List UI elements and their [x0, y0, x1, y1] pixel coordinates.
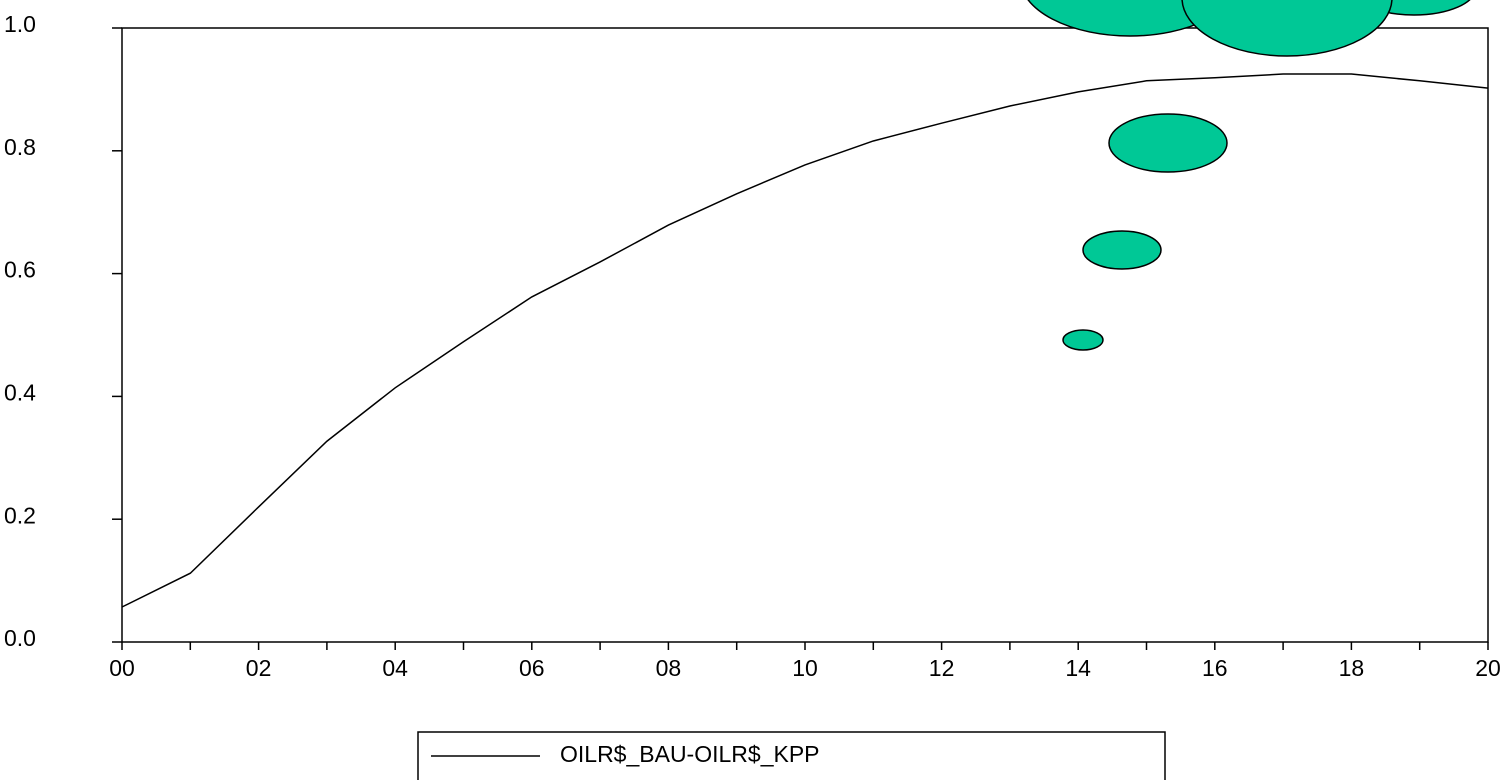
bubble [1109, 114, 1227, 172]
x-tick-label: 00 [109, 655, 135, 681]
y-tick-label: 0.4 [4, 379, 36, 405]
x-tick-label: 04 [382, 655, 408, 681]
x-tick-label: 10 [792, 655, 818, 681]
bubble [1063, 330, 1103, 350]
series-line [122, 74, 1488, 607]
bubble [1083, 231, 1161, 269]
x-tick-label: 12 [929, 655, 955, 681]
x-tick-label: 06 [519, 655, 545, 681]
x-tick-label: 14 [1065, 655, 1091, 681]
x-tick-label: 18 [1339, 655, 1365, 681]
bubble [1182, 0, 1392, 56]
x-tick-label: 08 [656, 655, 682, 681]
y-tick-label: 0.0 [4, 625, 36, 651]
chart: 0.0 0.2 0.4 0.6 0.8 1.0 00 02 04 06 08 10 12 14 16 18 20… [0, 0, 1502, 780]
plot-frame [122, 28, 1488, 642]
thought-bubble [1020, 0, 1476, 350]
y-tick-label: 0.8 [4, 134, 36, 160]
x-tick-label: 16 [1202, 655, 1228, 681]
x-tick-label: 20 [1475, 655, 1501, 681]
legend-label: OILR$_BAU-OILR$_KPP [560, 741, 820, 767]
y-tick-label: 0.2 [4, 502, 36, 528]
x-tick-label: 02 [246, 655, 272, 681]
y-tick-label: 0.6 [4, 257, 36, 283]
y-tick-label: 1.0 [4, 11, 36, 37]
